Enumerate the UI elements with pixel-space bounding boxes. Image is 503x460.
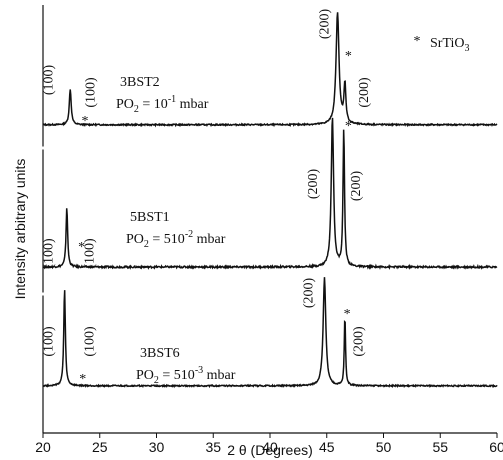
trace-5bst1 bbox=[42, 117, 498, 270]
srtio3-marker-3bst2-1: * bbox=[345, 49, 352, 64]
po2-label-5bst1: PO2 = 510-2 mbar bbox=[126, 229, 226, 250]
peak-annotation-3bst6-3: (200) bbox=[351, 326, 366, 357]
x-tick-label-55: 55 bbox=[432, 439, 448, 455]
sample-label-5bst1: 5BST1 bbox=[130, 210, 170, 225]
peak-annotation-3bst2-2: (200) bbox=[317, 9, 332, 40]
srtio3-marker-3bst2-0: * bbox=[81, 114, 88, 129]
peak-annotation-5bst1-1: (100) bbox=[82, 238, 97, 269]
srtio3-marker-3bst6-0: * bbox=[79, 372, 86, 387]
srtio3-marker-5bst1-0: * bbox=[78, 240, 85, 255]
y-axis-title: Intensity arbitrary units bbox=[12, 159, 28, 300]
srtio3-marker-5bst1-1: * bbox=[345, 119, 352, 134]
sample-label-3bst6: 3BST6 bbox=[140, 346, 180, 361]
x-tick-label-35: 35 bbox=[205, 439, 221, 455]
legend-label: SrTiO3 bbox=[430, 36, 470, 54]
x-tick-label-20: 20 bbox=[35, 439, 51, 455]
peak-annotation-5bst1-0: (100) bbox=[42, 238, 57, 269]
peak-annotation-5bst1-2: (200) bbox=[306, 169, 321, 200]
po2-label-3bst6: PO2 = 510-3 mbar bbox=[136, 365, 236, 386]
peak-annotation-3bst6-0: (100) bbox=[42, 326, 57, 357]
x-tick-label-50: 50 bbox=[376, 439, 392, 455]
x-tick-label-25: 25 bbox=[92, 439, 108, 455]
srtio3-marker-3bst6-1: * bbox=[344, 307, 351, 322]
x-tick-label-30: 30 bbox=[149, 439, 165, 455]
sample-label-3bst2: 3BST2 bbox=[120, 75, 160, 90]
trace-3bst2 bbox=[42, 12, 498, 128]
po2-label-3bst2: PO2 = 10-1 mbar bbox=[116, 94, 209, 115]
peak-annotation-3bst2-3: (200) bbox=[357, 77, 372, 108]
x-tick-label-45: 45 bbox=[319, 439, 335, 455]
peak-annotation-5bst1-3: (200) bbox=[349, 171, 364, 202]
peak-annotation-3bst6-2: (200) bbox=[301, 278, 316, 309]
peak-annotation-3bst2-0: (100) bbox=[42, 65, 57, 96]
x-axis-title: 2 θ (Degrees) bbox=[227, 442, 313, 458]
peak-annotation-3bst2-1: (100) bbox=[84, 77, 99, 108]
x-tick-label-40: 40 bbox=[262, 439, 278, 455]
legend-marker: * bbox=[414, 34, 421, 49]
peak-annotation-3bst6-1: (100) bbox=[82, 326, 97, 357]
x-tick-label-60: 60 bbox=[489, 439, 503, 455]
trace-3bst6 bbox=[43, 277, 498, 389]
